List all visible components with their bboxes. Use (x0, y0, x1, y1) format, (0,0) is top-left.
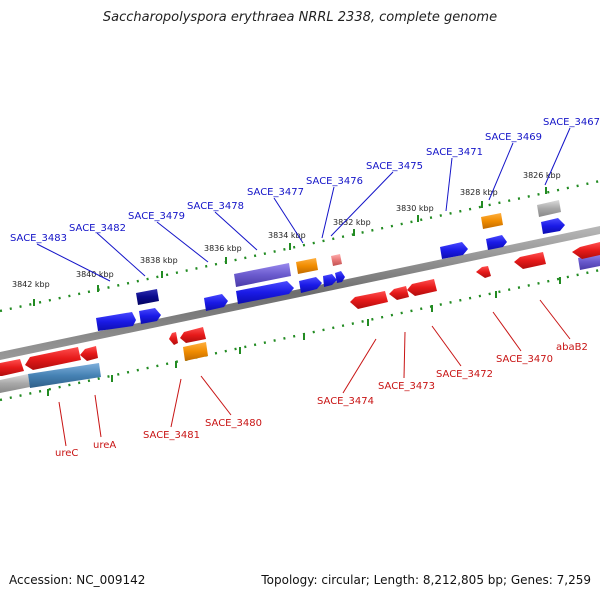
cds-arrow[interactable] (169, 332, 178, 345)
lower-major-ticks (47, 277, 561, 396)
accession-text: Accession: NC_009142 (9, 573, 146, 587)
cds-arrow[interactable] (183, 342, 208, 361)
gene-label-sace-3478[interactable]: SACE_3478 (187, 201, 244, 212)
cds-arrow[interactable] (139, 308, 161, 324)
cds-arrow[interactable] (28, 363, 101, 388)
upper-scale-line (0, 179, 600, 313)
cds-arrow[interactable] (481, 213, 503, 229)
cds-arrow[interactable] (331, 254, 342, 266)
cds-arrow[interactable] (296, 258, 318, 274)
gene-label-sace-3473[interactable]: SACE_3473 (378, 381, 435, 392)
gene-label-urea[interactable]: ureA (93, 440, 116, 451)
gene-label-sace-3479[interactable]: SACE_3479 (128, 211, 185, 222)
cds-arrow[interactable] (407, 279, 437, 296)
lower-scale-line (0, 268, 600, 402)
cds-arrow[interactable] (0, 359, 24, 376)
scale-label-3840: 3840 kbp (76, 270, 114, 279)
gene-label-sace-3475[interactable]: SACE_3475 (366, 161, 423, 172)
cds-arrow[interactable] (180, 327, 206, 343)
cds-arrow[interactable] (389, 286, 409, 300)
gene-label-sace-3474[interactable]: SACE_3474 (317, 396, 374, 407)
cds-arrow[interactable] (476, 266, 491, 278)
cds-arrow[interactable] (80, 346, 98, 361)
gene-label-sace-3483[interactable]: SACE_3483 (10, 233, 67, 244)
scale-label-3838: 3838 kbp (140, 256, 178, 265)
gene-label-sace-3472[interactable]: SACE_3472 (436, 369, 493, 380)
scale-label-3830: 3830 kbp (396, 204, 434, 213)
cds-arrow[interactable] (299, 277, 322, 293)
cds-arrow[interactable] (0, 374, 30, 393)
gene-label-sace-3471[interactable]: SACE_3471 (426, 147, 483, 158)
upper-major-ticks (33, 187, 547, 306)
cds-arrow[interactable] (96, 312, 136, 331)
gene-label-sace-3481[interactable]: SACE_3481 (143, 430, 200, 441)
cds-arrow[interactable] (236, 281, 294, 304)
cds-arrow[interactable] (572, 242, 600, 259)
map-title: Saccharopolyspora erythraea NRRL 2338, c… (102, 10, 498, 25)
gene-label-abab2[interactable]: abaB2 (556, 342, 588, 353)
cds-arrow[interactable] (541, 218, 565, 234)
gene-label-sace-3467[interactable]: SACE_3467 (543, 117, 600, 128)
scale-label-3842: 3842 kbp (12, 280, 50, 289)
gene-label-sace-3476[interactable]: SACE_3476 (306, 176, 363, 187)
gene-label-sace-3480[interactable]: SACE_3480 (205, 418, 262, 429)
cds-arrow[interactable] (350, 291, 388, 309)
cds-arrow[interactable] (204, 294, 228, 311)
scale-label-3828: 3828 kbp (460, 188, 498, 197)
genome-summary-text: Topology: circular; Length: 8,212,805 bp… (261, 573, 591, 587)
cds-arrow[interactable] (486, 235, 507, 250)
gene-label-sace-3470[interactable]: SACE_3470 (496, 354, 553, 365)
cds-arrow[interactable] (136, 289, 159, 305)
gene-label-sace-3482[interactable]: SACE_3482 (69, 223, 126, 234)
scale-label-3826: 3826 kbp (523, 171, 561, 180)
cds-arrow[interactable] (440, 242, 468, 259)
cds-arrow[interactable] (514, 252, 546, 269)
gene-label-urec[interactable]: ureC (55, 448, 78, 459)
cds-arrow[interactable] (335, 271, 345, 283)
cds-arrow[interactable] (234, 263, 291, 287)
cds-arrow[interactable] (323, 274, 337, 287)
cds-arrow[interactable] (537, 200, 561, 217)
scale-label-3832: 3832 kbp (333, 218, 371, 227)
forward-cds-track (96, 200, 600, 331)
reverse-cds-track (0, 242, 600, 393)
genome-backbone (0, 226, 600, 360)
gene-label-sace-3469[interactable]: SACE_3469 (485, 132, 542, 143)
gene-label-sace-3477[interactable]: SACE_3477 (247, 187, 304, 198)
scale-label-3834: 3834 kbp (268, 231, 306, 240)
cds-arrow[interactable] (25, 347, 81, 370)
reverse-label-connectors (58, 299, 571, 447)
forward-label-connectors (36, 127, 571, 282)
scale-label-3836: 3836 kbp (204, 244, 242, 253)
